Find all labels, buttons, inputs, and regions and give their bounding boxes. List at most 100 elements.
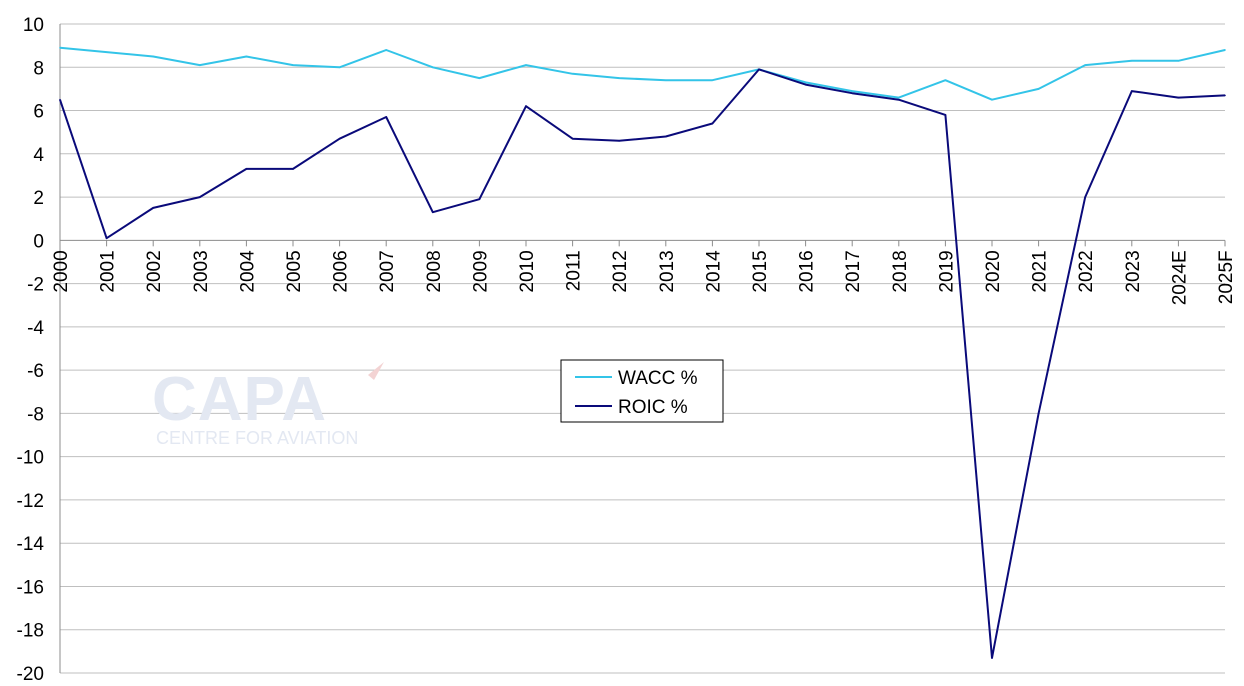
data-point-wacc [59,46,61,49]
data-point-roic [385,116,388,118]
data-point-wacc [292,64,294,66]
y-tick-label: 0 [33,231,44,252]
y-tick-label: -6 [27,361,44,382]
y-tick-label: -12 [17,491,44,512]
x-axis-tick-labels: 2000 2001 2002 2003 2004 2005 2006 2007 2008 2009… [51,250,1237,305]
y-axis-tick-labels: 10 8 6 4 2 0 -2 -4 -6 -8 -10 -12 -14 -16 -18 -20 [17,15,45,685]
data-point-roic [245,168,248,170]
data-point-wacc [338,66,341,69]
legend-box [560,359,724,423]
data-point-roic [478,198,481,201]
x-tick-label: 2017 [843,250,864,292]
legend-label-wacc: WACC % [618,368,698,389]
y-tick-label: 10 [23,15,44,36]
x-tick-label: 2023 [1123,250,1144,292]
data-point-roic [199,196,201,198]
data-point-wacc [571,72,574,75]
x-tick-label: 2014 [703,250,724,293]
data-point-roic [1131,90,1133,92]
data-point-roic [525,105,527,108]
data-point-roic [991,657,993,659]
data-point-roic [665,135,667,138]
y-tick-label: -20 [17,664,44,685]
x-tick-label: 2005 [284,250,305,292]
data-point-roic [432,211,434,214]
x-tick-label: 2010 [517,250,538,292]
data-point-wacc [618,77,620,79]
x-tick-label: 2016 [797,250,818,292]
x-tick-label: 2003 [191,250,212,292]
data-point-wacc [1037,88,1040,90]
y-tick-label: -8 [27,404,44,425]
x-tick-label: 2022 [1076,250,1097,292]
data-point-wacc [245,55,248,58]
x-tick-label: 2008 [424,250,445,292]
data-point-roic [898,98,900,101]
data-point-roic [851,92,853,95]
data-point-wacc [1224,49,1226,51]
legend: WACC % ROIC % [560,359,724,423]
x-tick-label: 2018 [890,250,911,292]
data-point-wacc [991,98,993,101]
data-point-roic [711,122,714,125]
x-tick-label: 2019 [936,250,957,292]
y-tick-label: -18 [17,621,44,642]
y-tick-label: -14 [17,534,45,555]
data-point-wacc [478,77,481,79]
data-point-wacc [432,66,434,69]
x-tick-label: 2007 [377,250,398,292]
x-tick-label: 2006 [331,250,352,292]
data-point-wacc [851,90,853,92]
watermark-subtitle: CENTRE FOR AVIATION [156,428,358,448]
x-tick-label: 2004 [237,250,258,293]
data-point-roic [338,137,341,140]
watermark-plane-icon [368,362,384,380]
legend-label-roic: ROIC % [618,397,688,418]
series-line-roic [59,68,1226,659]
y-tick-label: 4 [33,145,44,166]
y-tick-label: 6 [33,102,44,123]
data-point-wacc [152,55,154,58]
axes [59,24,1226,673]
x-tick-label: 2001 [98,250,119,292]
data-point-wacc [1131,59,1133,62]
data-point-roic [1084,196,1086,198]
y-tick-label: -2 [27,275,44,296]
y-tick-label: -4 [27,318,44,339]
data-point-wacc [944,79,947,82]
y-tick-label: 8 [33,58,44,79]
data-point-roic [618,140,620,142]
x-tick-label: 2009 [470,250,491,292]
x-tick-label: 2021 [1030,250,1051,292]
data-point-wacc [525,64,527,66]
x-tick-label: 2015 [750,250,771,292]
x-tick-label: 2012 [610,250,631,292]
data-point-roic [571,137,574,140]
x-tick-label: 2025F [1216,250,1237,304]
data-point-wacc [804,81,807,84]
x-tick-label: 2011 [564,250,585,291]
data-point-wacc [711,79,714,82]
series-line-wacc [59,46,1226,101]
data-point-wacc [1177,59,1180,62]
data-point-roic [1177,96,1180,99]
data-point-roic [1037,412,1040,415]
series-lines [59,46,1226,659]
data-point-wacc [665,79,667,82]
data-point-wacc [199,64,201,66]
capa-watermark: CAPA CENTRE FOR AVIATION [152,362,384,448]
watermark-logo-text: CAPA [152,365,327,434]
data-point-roic [292,168,294,170]
data-point-wacc [385,49,388,51]
y-tick-label: -16 [17,577,44,598]
y-tick-label: 2 [33,188,44,209]
data-point-roic [804,83,807,86]
data-point-roic [152,207,154,209]
data-point-roic [944,114,947,116]
data-point-wacc [1084,64,1086,66]
x-tick-label: 2000 [51,250,72,292]
x-tick-label: 2024E [1169,250,1190,305]
gridlines [60,23,1225,674]
